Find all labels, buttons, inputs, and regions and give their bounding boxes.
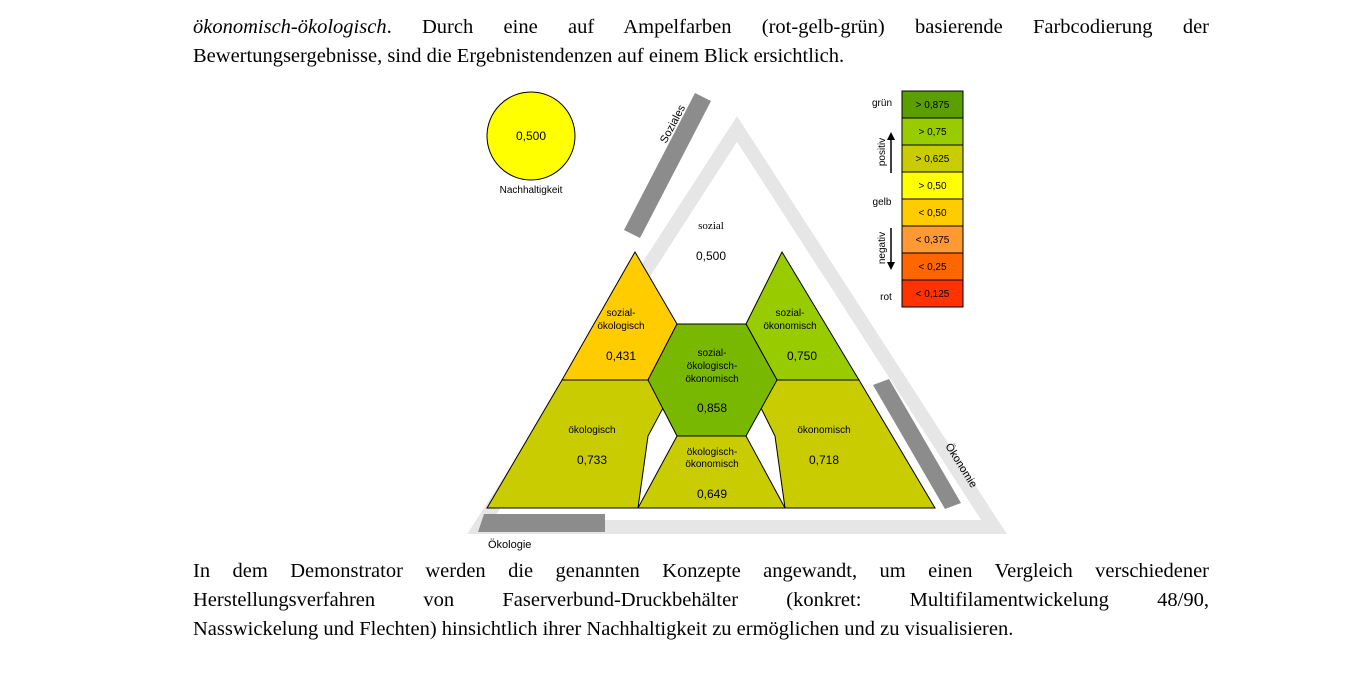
- region-oekologisch-value: 0,733: [577, 453, 607, 467]
- region-oekonomisch-label: ökonomisch: [797, 425, 850, 436]
- legend-swatch: [901, 252, 964, 281]
- legend-swatch-label: > 0,875: [916, 100, 950, 111]
- axis-label-ecology: Ökologie: [488, 539, 531, 551]
- legend-swatch-label: > 0,75: [918, 127, 947, 138]
- intro-italic-term: ökonomisch-ökologisch: [193, 16, 387, 38]
- legend-swatch-label: < 0,50: [918, 208, 947, 219]
- sustainability-circle: [486, 91, 576, 181]
- intro-line-1-text: . Durch eine auf Ampelfarben (rot-gelb-g…: [386, 16, 1209, 38]
- closing-paragraph: In dem Demonstrator werden die genannten…: [193, 557, 1209, 644]
- region-sozial-oekonomisch-label-1: sozial-: [776, 308, 805, 319]
- region-sozial-oekonomisch-value: 0,750: [787, 349, 817, 363]
- legend-swatch: [901, 171, 964, 200]
- region-center-value: 0,858: [697, 401, 727, 415]
- legend-swatch: [901, 279, 964, 308]
- legend-arrow-down-icon: [887, 262, 895, 270]
- region-center-label-2: ökologisch-: [687, 361, 738, 372]
- sustainability-label: Nachhaltigkeit: [500, 185, 563, 196]
- region-center-hexagon: [647, 323, 778, 437]
- legend-label-rot: rot: [880, 292, 892, 303]
- axis-bar-social: [624, 93, 711, 238]
- region-sozial-label: sozial: [698, 220, 724, 232]
- region-oekonomisch-value: 0,718: [809, 453, 839, 467]
- intro-line-2: Bewertungsergebnisse, sind die Ergebnist…: [193, 45, 845, 67]
- closing-line-2: Herstellungsverfahren von Faserverbund-D…: [193, 589, 1209, 611]
- intro-line-1: ökonomisch-ökologisch. Durch eine auf Am…: [193, 13, 1209, 42]
- region-oekologisch-label: ökologisch: [568, 425, 615, 436]
- region-sozial-oekologisch-label-2: ökologisch: [597, 321, 644, 332]
- region-oekologisch-oekonomisch-value: 0,649: [697, 487, 727, 501]
- sustainability-value: 0,500: [516, 129, 546, 143]
- region-center-label-3: ökonomisch: [685, 374, 738, 385]
- legend-swatch-label: > 0,50: [918, 181, 947, 192]
- color-legend: > 0,875 > 0,75 > 0,625 > 0,50 < 0,50 < 0,375 <…: [901, 90, 964, 308]
- region-sozial-value: 0,500: [696, 249, 726, 263]
- closing-line-3: Nasswickelung und Flechten) hinsichtlich…: [193, 618, 1014, 640]
- legend-arrow-up-icon: [887, 132, 895, 140]
- legend-label-positiv: positiv: [877, 138, 888, 166]
- legend-swatch-label: < 0,125: [916, 289, 950, 300]
- legend-swatch-label: > 0,625: [916, 154, 950, 165]
- intro-paragraph: ökonomisch-ökologisch. Durch eine auf Am…: [193, 13, 1209, 71]
- region-oekologisch-oekonomisch-label-2: ökonomisch: [685, 459, 738, 470]
- axis-bar-economy: [873, 379, 961, 509]
- legend-swatch: [901, 90, 964, 119]
- legend-label-negativ: negativ: [877, 232, 888, 264]
- axis-bar-ecology: [478, 514, 605, 532]
- legend-swatch-label: < 0,375: [916, 235, 950, 246]
- region-center-label-1: sozial-: [698, 348, 727, 359]
- region-oekologisch-oekonomisch-label-1: ökologisch-: [687, 447, 738, 458]
- closing-line-1: In dem Demonstrator werden die genannten…: [193, 560, 1209, 582]
- legend-swatch: [901, 117, 964, 146]
- region-sozial-oekonomisch-label-2: ökonomisch: [763, 321, 816, 332]
- legend-swatch-label: < 0,25: [918, 262, 947, 273]
- legend-label-gelb: gelb: [873, 197, 892, 208]
- region-sozial-oekologisch-label-1: sozial-: [607, 308, 636, 319]
- region-sozial-oekologisch-value: 0,431: [606, 349, 636, 363]
- legend-label-gruen: grün: [872, 98, 892, 109]
- legend-swatch: [901, 225, 964, 254]
- legend-swatch: [901, 144, 964, 173]
